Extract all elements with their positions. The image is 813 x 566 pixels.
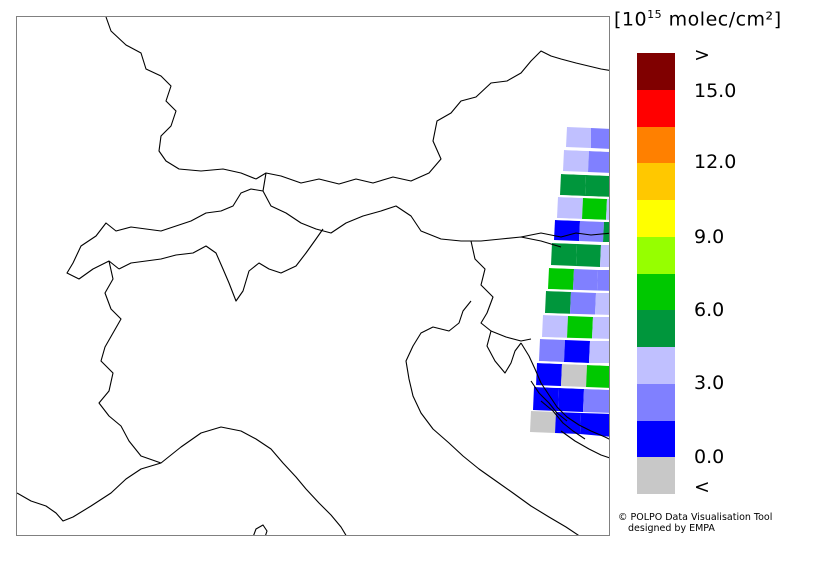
satellite-swath — [530, 127, 609, 437]
colorbar-swatch — [637, 163, 675, 201]
swath-pixel — [530, 411, 556, 433]
swath-pixel — [592, 317, 609, 339]
swath-pixel — [595, 293, 609, 315]
swath-pixel — [588, 151, 609, 173]
border-line — [520, 232, 609, 238]
colorbar-label-6: 6.0 — [694, 299, 725, 321]
swath-pixel — [589, 341, 609, 363]
unit-label: [1015 molec/cm²] — [614, 8, 782, 31]
swath-pixel — [576, 244, 601, 267]
colorbar-swatch — [637, 457, 675, 495]
swath-pixel — [539, 339, 565, 362]
border-line — [470, 240, 532, 342]
border-line — [98, 260, 162, 464]
swath-pixel — [563, 150, 589, 172]
swath-pixel — [554, 220, 580, 241]
swath-pixel — [603, 222, 609, 242]
colorbar-label-15: 15.0 — [694, 80, 737, 102]
colorbar-label-gt: > — [694, 44, 710, 66]
swath-pixel — [555, 412, 581, 434]
credit-line-1: © POLPO Data Visualisation Tool — [618, 512, 773, 523]
colorbar-swatch — [637, 200, 675, 237]
colorbar-label-0: 0.0 — [694, 446, 725, 468]
swath-pixel — [570, 292, 596, 315]
colorbar-swatch — [637, 347, 675, 384]
swath-pixel — [582, 198, 607, 220]
swath-pixel — [597, 270, 609, 291]
border-line — [540, 400, 586, 440]
border-line — [405, 300, 579, 535]
swath-pixel — [591, 128, 609, 149]
swath-pixel — [567, 316, 593, 339]
swath-pixel — [579, 221, 604, 242]
swath-pixel — [548, 268, 574, 290]
swath-pixel — [566, 127, 591, 148]
colorbar-label-12: 12.0 — [694, 151, 737, 173]
swath-pixel — [585, 175, 609, 197]
colorbar-label-9: 9.0 — [694, 226, 725, 248]
border-line — [520, 342, 609, 440]
border-line — [530, 380, 568, 422]
border-line — [66, 188, 264, 280]
map-canvas — [17, 17, 609, 535]
swath-pixel — [561, 364, 587, 388]
swath-pixel — [600, 245, 609, 267]
swath-pixel — [542, 315, 568, 338]
swath-pixel — [586, 365, 609, 389]
colorbar-label-lt: < — [694, 476, 710, 498]
swath-pixel — [558, 388, 584, 412]
colorbar-swatch — [637, 126, 675, 164]
border-line — [17, 426, 347, 535]
border-line — [560, 430, 609, 459]
country-borders — [17, 17, 609, 535]
colorbar-swatch — [637, 310, 675, 348]
border-line — [105, 17, 257, 180]
border-line — [486, 330, 522, 374]
swath-pixel — [580, 413, 609, 437]
border-line — [255, 50, 609, 185]
colorbar-swatch — [637, 53, 675, 90]
border-line — [118, 228, 324, 302]
swath-pixel — [557, 197, 583, 219]
swath-pixel — [583, 389, 609, 413]
credit-line-2: designed by EMPA — [628, 523, 715, 534]
colorbar-swatch — [637, 236, 675, 274]
swath-pixel — [560, 174, 586, 196]
swath-pixel — [606, 199, 609, 220]
swath-pixel — [536, 363, 562, 387]
swath-pixel — [564, 340, 590, 363]
border-line — [253, 524, 268, 535]
credit-text: © POLPO Data Visualisation Tool designed… — [618, 512, 772, 534]
swath-pixel — [545, 291, 571, 314]
colorbar-swatch — [637, 420, 675, 458]
colorbar-swatch — [637, 273, 675, 311]
colorbar-label-3: 3.0 — [694, 372, 725, 394]
colorbar-swatch — [637, 383, 675, 421]
colorbar-swatch — [637, 89, 675, 127]
swath-pixel — [573, 269, 598, 291]
map-panel — [16, 16, 610, 536]
border-line — [262, 172, 562, 248]
swath-pixel — [551, 243, 577, 266]
